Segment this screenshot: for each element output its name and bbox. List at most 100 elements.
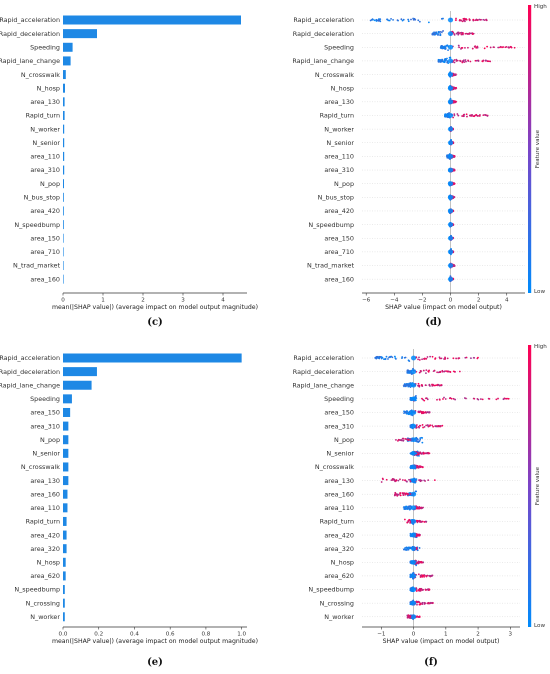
x-tick-label: −4 bbox=[390, 298, 399, 304]
shap-point bbox=[379, 355, 382, 358]
shap-point bbox=[409, 493, 412, 495]
shap-core bbox=[410, 478, 417, 483]
shap-point bbox=[421, 603, 424, 606]
shap-point bbox=[432, 383, 434, 386]
shap-point bbox=[436, 371, 439, 374]
shap-point bbox=[482, 114, 485, 117]
bar bbox=[63, 489, 68, 499]
shap-point bbox=[480, 398, 482, 400]
bar bbox=[63, 83, 65, 93]
shap-core bbox=[410, 464, 417, 470]
shap-point bbox=[393, 355, 396, 358]
shap-point bbox=[468, 33, 471, 35]
tick-label-category: Rapid_turn bbox=[320, 518, 354, 526]
tick-label-category: area_310 bbox=[30, 166, 60, 174]
shap-core bbox=[410, 505, 417, 511]
bar bbox=[63, 274, 64, 284]
colorbar-low-label: Low bbox=[534, 289, 545, 295]
shap-point bbox=[417, 441, 420, 443]
tick-label-category: area_130 bbox=[324, 98, 354, 106]
x-axis-label: mean(|SHAP value|) (average impact on mo… bbox=[52, 638, 258, 645]
shap-point bbox=[437, 58, 440, 61]
shap-point bbox=[407, 520, 410, 523]
shap-point bbox=[457, 114, 460, 117]
shap-point bbox=[381, 477, 384, 480]
shap-point bbox=[391, 356, 394, 359]
shap-core bbox=[410, 587, 417, 592]
shap-point bbox=[416, 519, 419, 522]
shap-point bbox=[420, 587, 423, 590]
shap-point bbox=[439, 61, 441, 63]
shap-point bbox=[425, 369, 428, 371]
tick-label-category: area_110 bbox=[30, 504, 60, 512]
tick-label-category: Rapid_turn bbox=[26, 112, 60, 120]
shap-point bbox=[396, 494, 399, 497]
shap-point bbox=[416, 464, 419, 467]
x-tick-label: 0 bbox=[449, 298, 453, 304]
shap-core bbox=[410, 573, 417, 579]
shap-point bbox=[390, 17, 392, 20]
shap-point bbox=[489, 60, 492, 63]
shap-point bbox=[442, 61, 445, 63]
shap-point bbox=[444, 48, 447, 50]
shap-point bbox=[426, 424, 429, 427]
shap-point bbox=[473, 397, 476, 400]
bar bbox=[63, 421, 69, 431]
shap-point bbox=[431, 601, 434, 604]
shap-point bbox=[418, 411, 421, 414]
shap-point bbox=[418, 547, 421, 549]
shap-point bbox=[438, 356, 441, 359]
colorbar bbox=[528, 5, 532, 293]
bar bbox=[63, 530, 67, 540]
shap-point bbox=[420, 479, 423, 482]
shap-point bbox=[408, 478, 410, 481]
tick-label-category: Rapid_acceleration bbox=[0, 16, 60, 24]
tick-label-category: area_150 bbox=[30, 409, 60, 417]
shap-point bbox=[458, 370, 461, 373]
shap-core bbox=[410, 614, 417, 620]
bar bbox=[63, 97, 65, 107]
shap-point bbox=[423, 521, 426, 523]
shap-point bbox=[462, 32, 464, 35]
shap-point bbox=[420, 521, 423, 523]
shap-point bbox=[450, 397, 453, 400]
shap-point bbox=[468, 19, 471, 21]
shap-point bbox=[408, 410, 411, 413]
shap-point bbox=[489, 46, 492, 49]
shap-point bbox=[440, 384, 442, 387]
shap-point bbox=[405, 546, 408, 549]
shap-point bbox=[453, 169, 456, 172]
shap-point bbox=[414, 490, 417, 493]
shap-point bbox=[457, 44, 460, 47]
shap-point bbox=[453, 155, 456, 157]
shap-point bbox=[502, 46, 505, 48]
shap-point bbox=[453, 101, 456, 104]
bar bbox=[63, 367, 97, 377]
shap-point bbox=[376, 355, 378, 358]
shap-point bbox=[418, 359, 421, 361]
shap-point bbox=[419, 370, 422, 373]
shap-point bbox=[446, 370, 449, 373]
bar bbox=[63, 165, 65, 175]
shap-point bbox=[437, 30, 440, 33]
shap-point bbox=[447, 370, 450, 373]
shap-point bbox=[394, 491, 397, 494]
shap-point bbox=[438, 398, 441, 401]
shap-point bbox=[404, 508, 407, 510]
shap-point bbox=[440, 31, 443, 34]
shap-point bbox=[409, 507, 412, 510]
x-tick-label: 4 bbox=[505, 298, 509, 304]
shap-point bbox=[417, 382, 420, 385]
shap-core bbox=[447, 194, 454, 200]
shap-point bbox=[425, 424, 428, 427]
tick-label-category: N_speedbump bbox=[308, 586, 354, 594]
colorbar-label: Feature value bbox=[535, 466, 541, 505]
bar bbox=[63, 585, 65, 595]
tick-label-category: area_620 bbox=[30, 572, 60, 580]
shap-point bbox=[420, 574, 423, 577]
shap-point bbox=[476, 357, 479, 360]
x-tick-label: 2 bbox=[141, 298, 145, 304]
shap-point bbox=[453, 113, 456, 115]
shap-core bbox=[447, 85, 454, 91]
shap-point bbox=[388, 19, 391, 22]
